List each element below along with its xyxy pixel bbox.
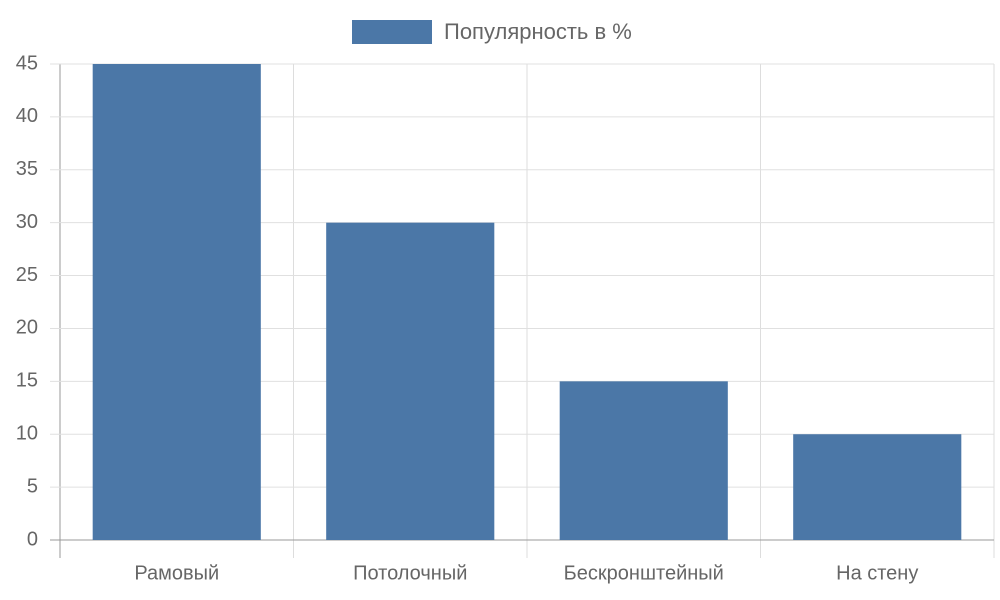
bar — [793, 434, 962, 540]
bar — [92, 64, 261, 540]
legend-label: Популярность в % — [444, 19, 632, 44]
y-tick-label: 10 — [16, 423, 38, 445]
y-tick-label: 0 — [27, 528, 38, 550]
legend-swatch — [352, 20, 432, 44]
y-tick-label: 5 — [27, 475, 38, 497]
y-tick-label: 30 — [16, 211, 38, 233]
bar — [326, 222, 495, 540]
y-tick-label: 15 — [16, 370, 38, 392]
x-tick-label: На стену — [836, 562, 918, 584]
x-tick-label: Бескронштейный — [564, 562, 724, 584]
x-tick-label: Рамовый — [134, 562, 219, 584]
x-tick-label: Потолочный — [353, 562, 467, 584]
y-tick-label: 25 — [16, 264, 38, 286]
y-tick-label: 20 — [16, 317, 38, 339]
bar — [559, 381, 728, 540]
y-tick-label: 45 — [16, 52, 38, 74]
y-tick-label: 40 — [16, 105, 38, 127]
y-tick-label: 35 — [16, 158, 38, 180]
